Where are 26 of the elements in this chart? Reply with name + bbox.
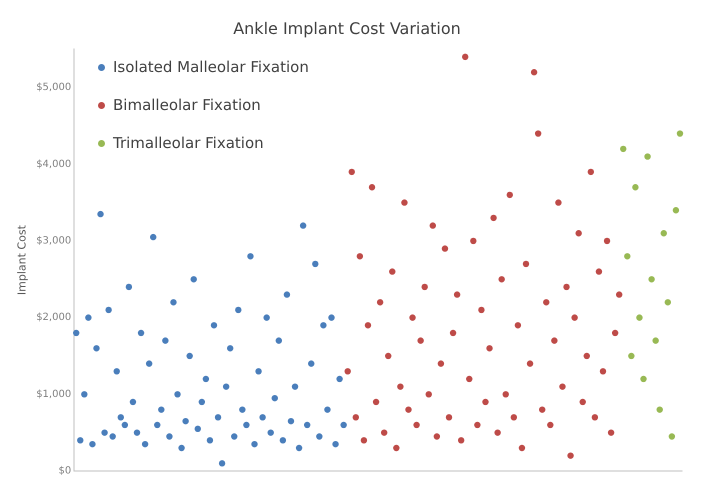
point [644, 153, 651, 160]
legend-label: Isolated Malleolar Fixation [113, 58, 309, 76]
point [624, 253, 630, 260]
point [652, 337, 659, 344]
point [648, 276, 655, 282]
point [664, 299, 672, 306]
y-tick-label: $0 [58, 466, 72, 477]
legend-label: Bimalleolar Fixation [113, 96, 261, 114]
y-tick-label: $1,000 [36, 388, 72, 400]
y-tick-label: $3,000 [36, 236, 72, 247]
point [676, 130, 684, 137]
y-tick-label: $2,000 [36, 312, 72, 324]
y-tick-label: $5,000 [36, 82, 72, 94]
point [628, 352, 635, 360]
point [636, 314, 643, 321]
point [672, 207, 680, 214]
point [660, 230, 667, 236]
legend-label: Trimalleolar Fixation [113, 134, 264, 152]
point [640, 376, 647, 382]
chart-title: Ankle Implant Cost Variation [233, 18, 461, 38]
point [668, 433, 676, 440]
point [656, 406, 663, 413]
y-axis-title: Implant Cost [15, 224, 28, 296]
point [632, 184, 639, 190]
y-tick-label: $4,000 [36, 158, 72, 170]
point [620, 146, 626, 152]
